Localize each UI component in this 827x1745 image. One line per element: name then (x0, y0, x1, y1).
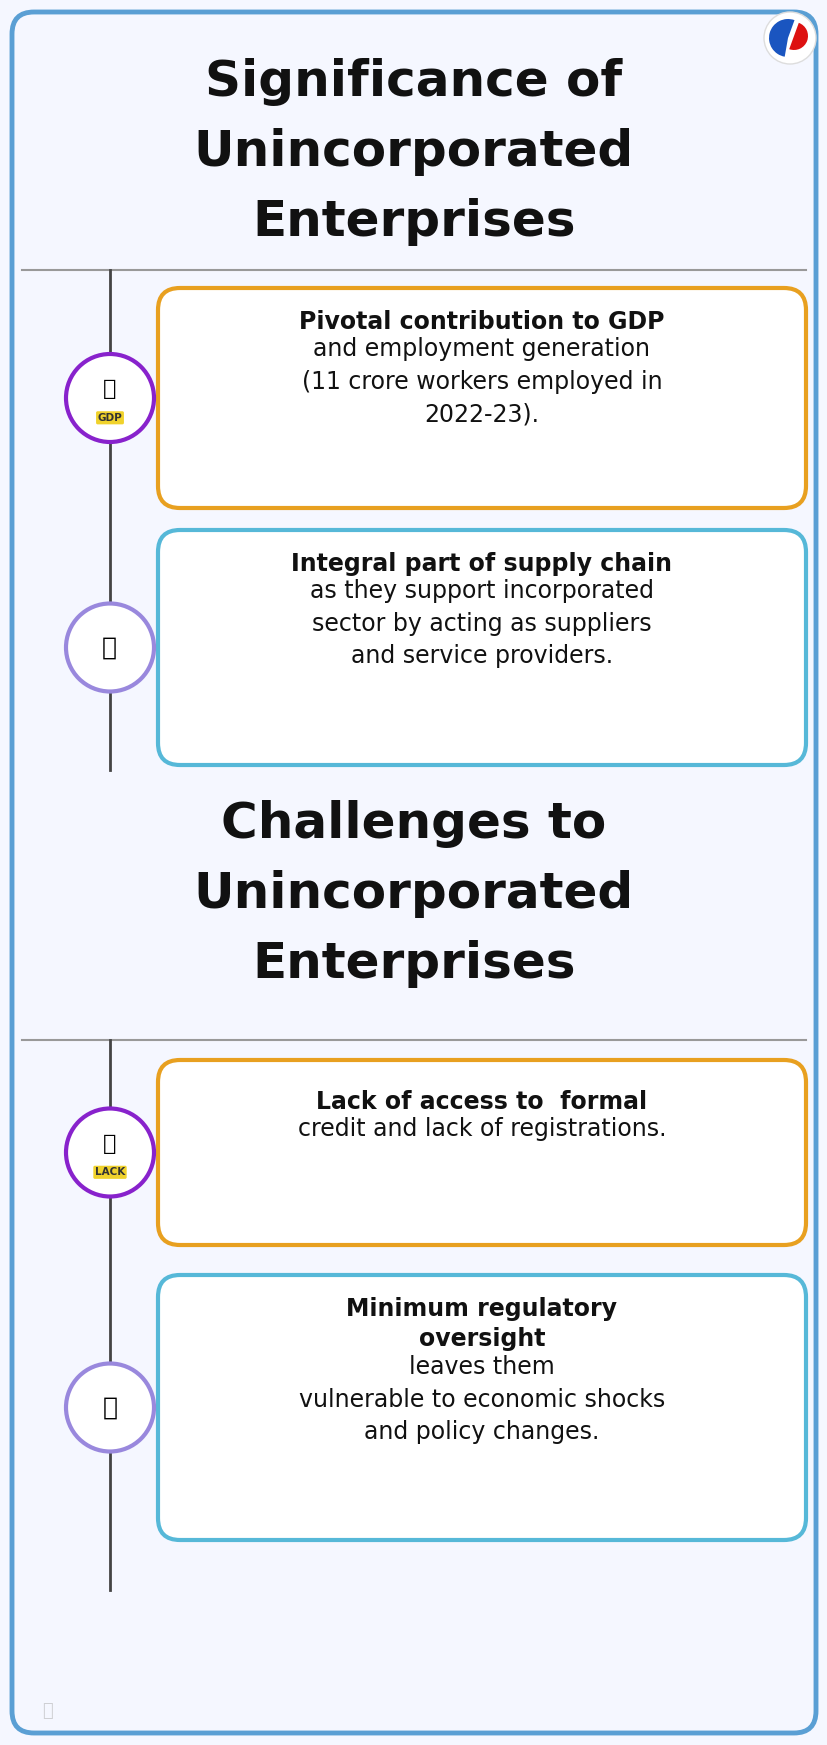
FancyBboxPatch shape (12, 12, 815, 1733)
FancyBboxPatch shape (158, 1276, 805, 1541)
Text: Lack of access to  formal: Lack of access to formal (316, 1091, 647, 1113)
Text: Enterprises: Enterprises (252, 197, 575, 246)
Text: Challenges to: Challenges to (221, 799, 606, 848)
Circle shape (66, 1108, 154, 1197)
FancyBboxPatch shape (158, 288, 805, 508)
Circle shape (66, 1363, 154, 1452)
Wedge shape (768, 19, 794, 56)
FancyBboxPatch shape (158, 530, 805, 764)
Text: Minimum regulatory
oversight: Minimum regulatory oversight (346, 1297, 617, 1351)
Text: credit and lack of registrations.: credit and lack of registrations. (298, 1117, 666, 1141)
Text: Unincorporated: Unincorporated (194, 871, 633, 918)
Circle shape (66, 354, 154, 441)
Circle shape (763, 12, 815, 65)
Text: LACK: LACK (95, 1167, 125, 1178)
Text: as they support incorporated
sector by acting as suppliers
and service providers: as they support incorporated sector by a… (309, 579, 653, 668)
Wedge shape (788, 23, 807, 51)
Text: 🏗️: 🏗️ (103, 635, 117, 660)
Text: Enterprises: Enterprises (252, 941, 575, 988)
Text: 📖: 📖 (42, 1701, 53, 1721)
Text: 📜: 📜 (103, 1396, 117, 1419)
Text: 🏷️: 🏷️ (103, 1134, 117, 1153)
FancyBboxPatch shape (158, 1059, 805, 1244)
Text: Unincorporated: Unincorporated (194, 127, 633, 176)
Circle shape (66, 604, 154, 691)
Text: 🌍: 🌍 (103, 379, 117, 400)
Text: and employment generation
(11 crore workers employed in
2022-23).: and employment generation (11 crore work… (301, 337, 662, 426)
Text: leaves them
vulnerable to economic shocks
and policy changes.: leaves them vulnerable to economic shock… (299, 1356, 664, 1445)
Text: Significance of: Significance of (205, 58, 622, 106)
Text: Integral part of supply chain: Integral part of supply chain (291, 551, 672, 576)
Text: Pivotal contribution to GDP: Pivotal contribution to GDP (299, 311, 664, 333)
Text: GDP: GDP (98, 414, 122, 422)
